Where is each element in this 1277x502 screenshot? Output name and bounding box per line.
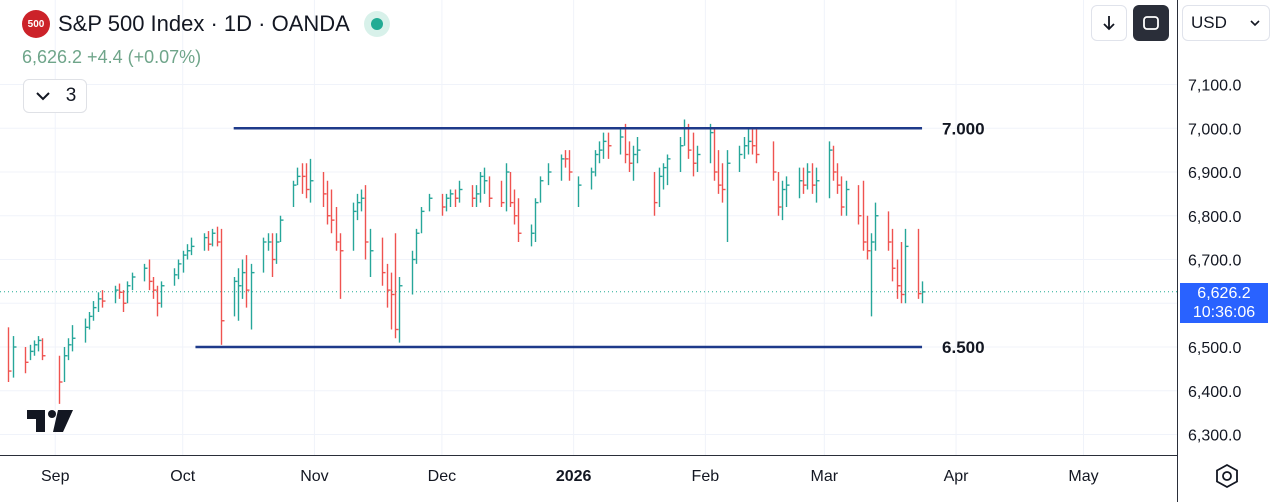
symbol-logo: 500: [22, 10, 50, 38]
y-tick-label: 6,700.0: [1188, 253, 1241, 270]
fullscreen-button[interactable]: [1133, 5, 1169, 41]
y-tick-label: 7,000.0: [1188, 121, 1241, 138]
x-tick-label: Sep: [41, 468, 70, 485]
horizontal-level-label: 7.000: [942, 119, 985, 138]
symbol-title[interactable]: S&P 500 Index · 1D · OANDA: [58, 11, 350, 36]
bar-countdown: 10:36:06: [1192, 304, 1256, 321]
x-tick-label: Apr: [944, 468, 970, 485]
x-tick-label: Dec: [428, 468, 456, 485]
y-tick-label: 7,100.0: [1188, 78, 1241, 95]
y-tick-label: 6,900.0: [1188, 165, 1241, 182]
horizontal-level-label: 6.500: [942, 338, 985, 357]
x-tick-label: May: [1068, 468, 1098, 485]
y-tick-label: 6,800.0: [1188, 209, 1241, 226]
x-tick-label: 2026: [556, 468, 592, 485]
tradingview-logo-icon: [27, 410, 73, 432]
y-tick-label: 6,400.0: [1188, 384, 1241, 401]
last-price-tag: 6,626.2 10:36:06: [1180, 283, 1268, 323]
x-tick-label: Mar: [811, 468, 839, 485]
y-tick-label: 6,300.0: [1188, 428, 1241, 445]
currency-label: USD: [1191, 13, 1227, 32]
chevron-down-icon: [1250, 20, 1260, 27]
chevron-down-icon: [35, 92, 50, 101]
price-change: 6,626.2 +4.4 (+0.07%): [22, 47, 202, 67]
arrow-down-icon: [1103, 16, 1115, 31]
last-price-value: 6,626.2: [1197, 285, 1251, 302]
currency-select[interactable]: USD: [1182, 5, 1270, 41]
market-status-icon[interactable]: [363, 11, 390, 37]
settings-icon[interactable]: [1212, 462, 1242, 490]
chart-header: 500 S&P 500 Index · 1D · OANDA: [22, 10, 390, 38]
indicators-toggle-button[interactable]: 3: [23, 79, 87, 113]
y-tick-label: 6,500.0: [1188, 340, 1241, 357]
indicator-count: 3: [65, 85, 77, 106]
x-tick-label: Nov: [300, 468, 328, 485]
download-button[interactable]: [1091, 5, 1127, 41]
x-tick-label: Oct: [170, 468, 195, 485]
x-tick-label: Feb: [692, 468, 720, 485]
fullscreen-icon: [1143, 16, 1159, 30]
